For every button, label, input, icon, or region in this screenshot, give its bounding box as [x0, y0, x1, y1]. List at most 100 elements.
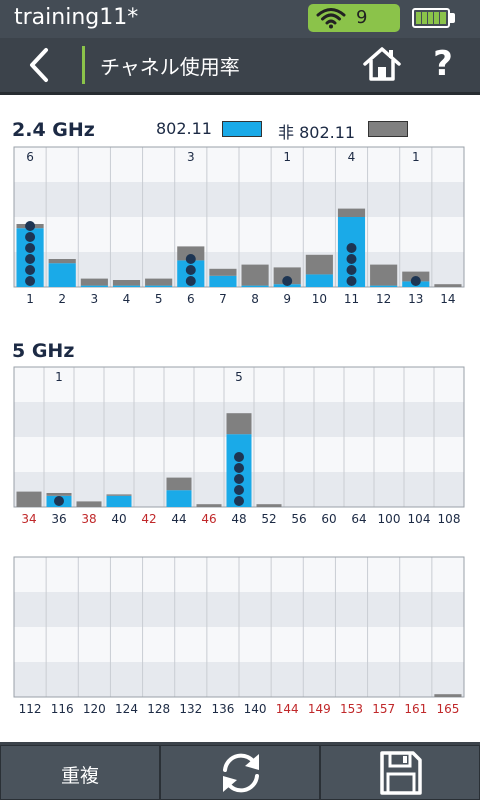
channel-label-9: 9 — [283, 292, 291, 306]
legend-swatch-wifi — [222, 121, 262, 137]
bar-non-802-11-2 — [48, 259, 76, 264]
channel-label-46: 46 — [201, 512, 216, 526]
channel-label-108: 108 — [438, 512, 461, 526]
channel-label-116: 116 — [51, 702, 74, 716]
ap-dot — [282, 276, 293, 286]
channel-label-153: 153 — [340, 702, 363, 716]
bar-non-802-11-11 — [337, 208, 366, 217]
ap-dot — [346, 243, 357, 253]
channel-label-120: 120 — [83, 702, 106, 716]
legend-label-wifi: 802.11 — [156, 119, 212, 138]
battery-tip — [450, 13, 455, 23]
chevron-left-icon — [30, 48, 48, 82]
channel-label-1: 1 — [26, 292, 34, 306]
ap-dot — [185, 265, 196, 275]
overlap-button-label: 重複 — [60, 765, 99, 787]
bar-non-802-11-14 — [434, 284, 462, 287]
channel-label-112: 112 — [19, 702, 42, 716]
bar-802-11-40 — [106, 495, 132, 507]
bar-802-11-2 — [48, 263, 76, 287]
bar-non-802-11-3 — [80, 278, 108, 286]
channel-label-100: 100 — [378, 512, 401, 526]
channel-label-36: 36 — [51, 512, 66, 526]
help-button[interactable]: ? — [433, 44, 453, 84]
chart-5ghz-low[interactable]: 34 1 36 38 40 42 44 46 5 48 52 56 60 64 100 104 108 — [0, 360, 480, 530]
ap-count-label-36: 1 — [55, 370, 63, 384]
wifi-ap-count: 9 — [356, 7, 368, 28]
bar-non-802-11-4 — [112, 280, 141, 286]
bottom-toolbar: 重複 — [0, 742, 480, 800]
back-button[interactable] — [20, 44, 64, 86]
channel-label-13: 13 — [408, 292, 423, 306]
channel-label-14: 14 — [440, 292, 455, 306]
bar-802-11-8 — [241, 285, 269, 287]
channel-label-40: 40 — [111, 512, 126, 526]
channel-label-11: 11 — [344, 292, 359, 306]
ap-dot — [346, 276, 357, 286]
ap-dot — [25, 243, 36, 253]
bar-non-802-11-165 — [434, 694, 462, 697]
channel-label-5: 5 — [155, 292, 163, 306]
channel-label-104: 104 — [408, 512, 431, 526]
ap-dot — [54, 496, 64, 506]
bar-non-802-11-40 — [106, 494, 132, 496]
home-button[interactable] — [362, 44, 402, 84]
ap-count-label-6: 3 — [187, 150, 195, 164]
ap-dot — [234, 463, 244, 473]
channel-label-60: 60 — [321, 512, 336, 526]
ap-dot — [185, 254, 196, 264]
wifi-status-badge[interactable]: 9 — [308, 4, 400, 32]
bar-non-802-11-48 — [226, 413, 252, 435]
bar-non-802-11-44 — [166, 477, 192, 491]
save-icon — [380, 751, 422, 795]
channel-label-132: 132 — [179, 702, 202, 716]
ap-dot — [346, 265, 357, 275]
channel-label-52: 52 — [261, 512, 276, 526]
ap-dot — [25, 265, 36, 275]
bar-802-11-12 — [370, 285, 398, 287]
channel-label-144: 144 — [276, 702, 299, 716]
channel-label-64: 64 — [351, 512, 366, 526]
bar-non-802-11-5 — [145, 278, 173, 286]
bar-non-802-11-52 — [256, 504, 282, 507]
chart-5ghz-high[interactable]: 112 116 120 124 128 132 136 140 144 149 153 157 161 1… — [0, 550, 480, 720]
overlap-button[interactable]: 重複 — [0, 745, 160, 800]
bar-non-802-11-34 — [16, 491, 42, 507]
bar-non-802-11-6 — [177, 246, 205, 261]
ap-dot — [25, 254, 36, 264]
refresh-button[interactable] — [160, 745, 320, 800]
bar-non-802-11-36 — [46, 493, 72, 496]
ap-dot — [234, 474, 244, 484]
ap-dot — [346, 254, 357, 264]
ap-dot — [234, 452, 244, 462]
channel-label-38: 38 — [81, 512, 96, 526]
header-divider — [82, 46, 85, 84]
app-title: training11* — [14, 5, 139, 30]
section-title-5ghz: 5 GHz — [12, 340, 75, 362]
ap-count-label-1: 6 — [26, 150, 34, 164]
channel-label-128: 128 — [147, 702, 170, 716]
grid-band — [14, 367, 464, 402]
bar-non-802-11-10 — [305, 254, 333, 275]
bar-non-802-11-9 — [273, 267, 301, 285]
channel-label-2: 2 — [58, 292, 66, 306]
channel-label-149: 149 — [308, 702, 331, 716]
legend-swatch-non-wifi — [368, 121, 408, 137]
ap-dot — [25, 276, 36, 286]
bar-non-802-11-7 — [209, 268, 237, 276]
channel-label-6: 6 — [187, 292, 195, 306]
section-title-24ghz: 2.4 GHz — [12, 119, 95, 141]
bar-non-802-11-8 — [241, 264, 269, 286]
ap-dot — [185, 276, 196, 286]
ap-dot — [410, 276, 421, 286]
header-bar: チャネル使用率 ? — [0, 38, 480, 95]
home-icon — [363, 47, 401, 81]
channel-label-48: 48 — [231, 512, 246, 526]
save-button[interactable] — [320, 745, 480, 800]
refresh-icon — [223, 753, 259, 793]
bar-802-11-4 — [112, 285, 141, 287]
bar-non-802-11-38 — [76, 501, 102, 507]
plot-border — [13, 146, 465, 288]
plot-border — [13, 556, 465, 698]
